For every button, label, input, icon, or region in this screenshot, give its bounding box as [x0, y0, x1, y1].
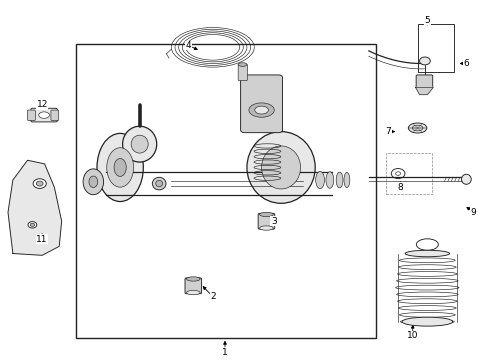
Ellipse shape — [186, 277, 200, 281]
Text: 10: 10 — [406, 332, 418, 341]
Ellipse shape — [395, 172, 400, 175]
Ellipse shape — [97, 134, 143, 202]
Ellipse shape — [259, 226, 273, 230]
Ellipse shape — [411, 125, 422, 131]
Bar — [417, 24, 453, 72]
Ellipse shape — [401, 317, 452, 326]
Ellipse shape — [461, 174, 470, 184]
Bar — [385, 153, 431, 194]
Text: 12: 12 — [37, 100, 48, 109]
Bar — [76, 44, 375, 338]
Text: 1: 1 — [222, 348, 227, 357]
Ellipse shape — [89, 176, 98, 188]
Ellipse shape — [131, 135, 148, 153]
Ellipse shape — [152, 177, 165, 190]
Ellipse shape — [33, 179, 46, 188]
Text: 5: 5 — [424, 16, 429, 25]
Ellipse shape — [122, 126, 157, 162]
FancyBboxPatch shape — [415, 75, 432, 89]
Ellipse shape — [156, 180, 162, 187]
Text: 7: 7 — [385, 127, 390, 136]
Ellipse shape — [325, 172, 333, 188]
FancyBboxPatch shape — [31, 108, 57, 122]
FancyBboxPatch shape — [51, 110, 59, 121]
Text: 11: 11 — [36, 235, 48, 244]
Ellipse shape — [238, 63, 246, 66]
Text: 4: 4 — [185, 41, 191, 50]
Text: 9: 9 — [470, 208, 476, 217]
FancyBboxPatch shape — [238, 64, 247, 81]
Ellipse shape — [335, 172, 342, 188]
Polygon shape — [415, 87, 432, 95]
Ellipse shape — [39, 112, 49, 118]
Polygon shape — [8, 160, 61, 255]
Ellipse shape — [28, 222, 37, 228]
Ellipse shape — [248, 103, 274, 117]
Ellipse shape — [114, 158, 126, 176]
Ellipse shape — [405, 250, 448, 257]
Ellipse shape — [419, 57, 429, 65]
FancyBboxPatch shape — [240, 75, 282, 133]
Text: 6: 6 — [463, 59, 468, 68]
Ellipse shape — [343, 172, 349, 188]
FancyBboxPatch shape — [184, 278, 201, 294]
Ellipse shape — [315, 171, 324, 189]
Ellipse shape — [407, 123, 426, 133]
Ellipse shape — [106, 148, 133, 187]
FancyBboxPatch shape — [27, 110, 35, 121]
Ellipse shape — [30, 223, 35, 226]
Ellipse shape — [254, 106, 268, 114]
Ellipse shape — [259, 212, 273, 217]
Ellipse shape — [186, 291, 200, 295]
Text: 2: 2 — [209, 292, 215, 301]
Ellipse shape — [261, 146, 300, 189]
Ellipse shape — [83, 169, 103, 195]
Ellipse shape — [36, 181, 43, 186]
FancyBboxPatch shape — [258, 213, 274, 229]
Ellipse shape — [246, 132, 315, 203]
Text: 8: 8 — [397, 183, 403, 192]
Text: 3: 3 — [270, 217, 276, 226]
